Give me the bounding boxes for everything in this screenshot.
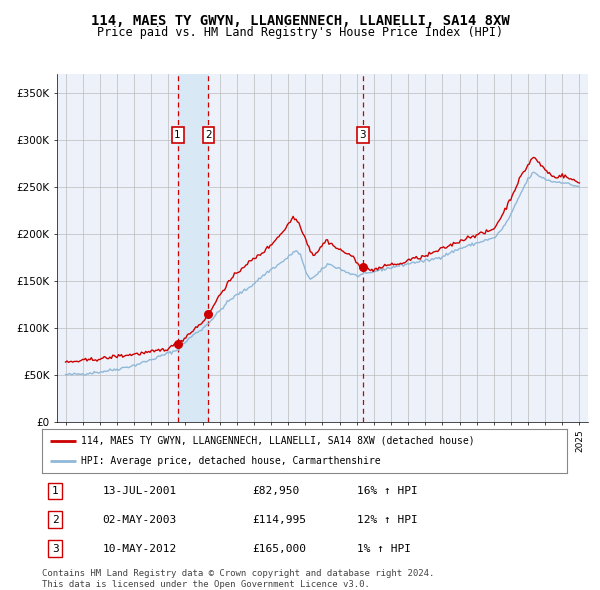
Text: £114,995: £114,995 [252,515,306,525]
Text: 1% ↑ HPI: 1% ↑ HPI [357,543,411,553]
Text: 12% ↑ HPI: 12% ↑ HPI [357,515,418,525]
Text: 3: 3 [359,130,366,140]
Text: 2: 2 [52,515,59,525]
Text: 2: 2 [205,130,212,140]
Text: 10-MAY-2012: 10-MAY-2012 [103,543,176,553]
Text: 114, MAES TY GWYN, LLANGENNECH, LLANELLI, SA14 8XW: 114, MAES TY GWYN, LLANGENNECH, LLANELLI… [91,14,509,28]
Text: £165,000: £165,000 [252,543,306,553]
Text: 16% ↑ HPI: 16% ↑ HPI [357,486,418,496]
Text: Price paid vs. HM Land Registry's House Price Index (HPI): Price paid vs. HM Land Registry's House … [97,26,503,39]
Text: 02-MAY-2003: 02-MAY-2003 [103,515,176,525]
Text: 1: 1 [52,486,59,496]
Text: 1: 1 [174,130,181,140]
Text: £82,950: £82,950 [252,486,299,496]
Text: 114, MAES TY GWYN, LLANGENNECH, LLANELLI, SA14 8XW (detached house): 114, MAES TY GWYN, LLANGENNECH, LLANELLI… [82,436,475,446]
Text: Contains HM Land Registry data © Crown copyright and database right 2024.
This d: Contains HM Land Registry data © Crown c… [42,569,434,589]
Bar [178,74,208,422]
Text: 3: 3 [52,543,59,553]
Text: HPI: Average price, detached house, Carmarthenshire: HPI: Average price, detached house, Carm… [82,456,381,466]
Text: 13-JUL-2001: 13-JUL-2001 [103,486,176,496]
